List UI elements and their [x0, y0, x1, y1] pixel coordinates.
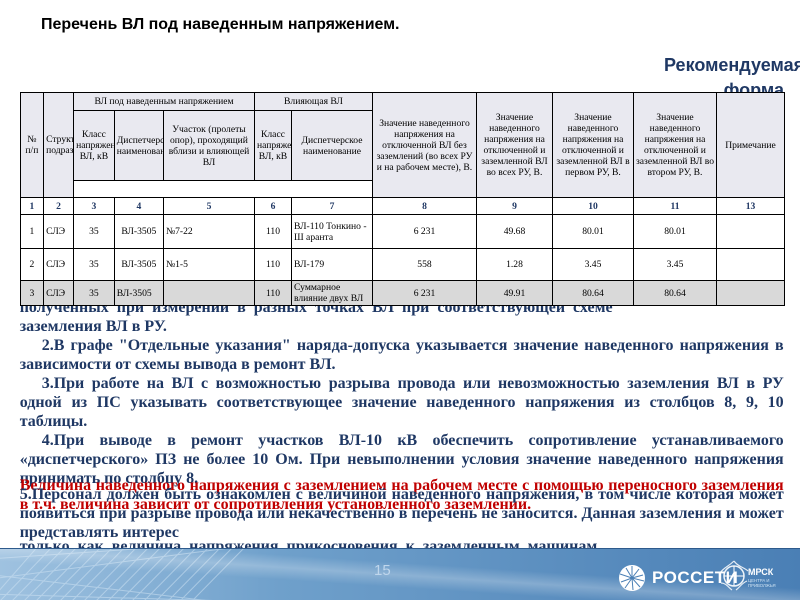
svg-text:ПРИВОЛЖЬЯ: ПРИВОЛЖЬЯ — [748, 583, 776, 588]
svg-text:МРСК: МРСК — [748, 567, 774, 577]
